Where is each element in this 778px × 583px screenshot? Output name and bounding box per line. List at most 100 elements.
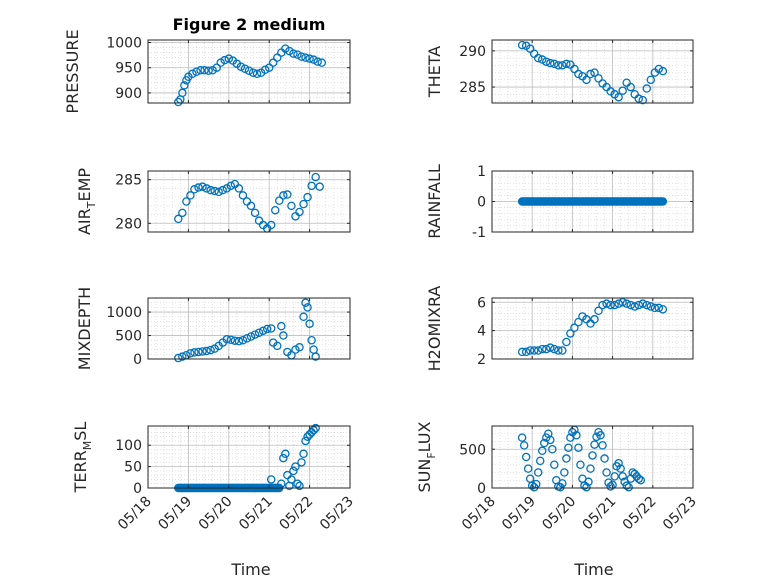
data-point-sun_flux [550,460,559,469]
panel-theta: 285 290 THETA [425,39,694,105]
data-point-terr_msl [311,423,320,433]
data-point-mixdepth [202,346,211,356]
data-point-sun_flux [602,468,611,477]
data-point-theta [525,44,535,53]
data-point-air_temp [186,191,195,200]
y-axis-label-rainfall: RAINFALL [425,164,444,239]
data-point-pressure [309,55,318,64]
panel-sun_flux: 0 500 SUNFLUX 05/18 05/19 05/20 05/21 05/22 05/2… [415,421,700,533]
data-point-sun_flux [548,444,557,454]
data-point-mixdepth [242,334,252,343]
data-point-terr_msl [291,462,300,471]
y-tick-label-terr_msl: 100 [115,438,142,454]
data-point-sun_flux [584,477,593,487]
y-tick-label-pressure: 900 [115,86,142,102]
y-tick-label-terr_msl: 0 [133,481,142,497]
data-point-h2omixra [638,299,648,308]
data-point-theta [562,59,571,69]
axes-box-terr_msl [147,425,351,489]
data-point-theta [626,82,635,92]
data-point-pressure [297,52,306,61]
data-point-sun_flux [634,474,643,483]
data-point-sun_flux [574,443,583,452]
data-point-theta [582,75,591,85]
data-point-h2omixra [529,346,539,355]
data-point-sun_flux [622,481,631,490]
data-point-terr_msl [309,426,318,435]
y-tick-label-terr_msl: 50 [124,460,142,476]
data-point-sun_flux [614,458,623,468]
data-point-pressure [313,57,322,66]
data-point-h2omixra [570,323,579,333]
x-tick-label: 05/18 [459,494,499,534]
data-point-air_temp [307,181,316,191]
axes-background-mixdepth [148,298,350,359]
data-point-air_temp [218,185,227,195]
data-point-air_temp [206,185,215,195]
data-point-theta [618,86,627,95]
x-tick-label: 05/23 [317,494,357,534]
data-point-mixdepth [266,324,276,333]
data-point-h2omixra [598,300,607,310]
data-point-h2omixra [618,298,627,307]
data-point-mixdepth [226,335,236,345]
data-point-pressure [317,58,326,67]
data-point-h2omixra [517,347,527,357]
data-point-pressure [192,67,201,77]
data-point-air_temp [202,184,211,193]
data-point-sun_flux [586,464,595,473]
x-tick-label: 05/18 [115,494,155,534]
panel-h2omixra: 2 4 6 H2OMIXRA [425,286,694,372]
y-axis-label-h2omixra: H2OMIXRA [425,286,444,372]
data-point-h2omixra [562,337,571,347]
panel-mixdepth: 0 500 1000 MIXDEPTH [75,287,351,370]
data-point-pressure [252,69,262,79]
data-point-pressure [244,66,254,75]
data-point-sun_flux [519,441,529,450]
data-point-h2omixra [614,299,623,308]
data-point-h2omixra [602,299,611,308]
y-axis-label-mixdepth: MIXDEPTH [75,287,94,370]
data-point-h2omixra [630,302,639,311]
x-tick-label: 05/20 [196,494,236,534]
data-point-mixdepth [254,328,264,337]
axes-box-mixdepth [147,297,351,360]
data-point-mixdepth [273,341,282,351]
data-point-h2omixra [650,303,660,313]
data-point-sun_flux [606,482,615,491]
data-point-sun_flux [523,464,533,473]
data-point-pressure [178,88,187,98]
data-point-terr_msl [295,481,304,491]
data-point-air_temp [315,182,324,191]
data-point-air_temp [214,187,223,197]
data-point-pressure [293,50,302,59]
panel-terr_msl: 0 50 100 TERRMSL 05/18 05/19 05/20 05/21 05/22 05… [71,422,357,534]
data-point-h2omixra [533,346,543,355]
data-point-mixdepth [198,347,207,356]
data-point-sun_flux [538,446,547,456]
data-point-sun_flux [610,472,619,481]
data-point-theta [546,58,555,68]
data-point-mixdepth [277,321,286,331]
panel-rainfall: -1 0 1 RAINFALL [425,164,694,241]
data-point-h2omixra [626,300,635,310]
data-point-air_temp [275,196,284,205]
y-tick-label-air_temp: 285 [115,173,142,189]
x-tick-label: 05/19 [155,494,195,534]
data-point-h2omixra [542,344,551,354]
data-point-sun_flux [533,468,543,477]
y-tick-label-rainfall: -1 [472,225,486,241]
data-point-mixdepth [178,352,187,361]
data-point-mixdepth [174,353,183,363]
data-point-terr_msl [287,475,296,484]
data-point-mixdepth [186,349,195,358]
y-tick-label-sun_flux: 0 [477,481,486,497]
data-point-pressure [196,65,205,75]
data-point-h2omixra [574,317,583,327]
x-tick-label: 05/21 [236,494,276,534]
data-point-theta [554,61,563,70]
data-point-air_temp [178,208,187,218]
data-point-pressure [301,53,310,62]
x-tick-label: 05/22 [277,494,317,534]
data-point-mixdepth [258,326,268,336]
